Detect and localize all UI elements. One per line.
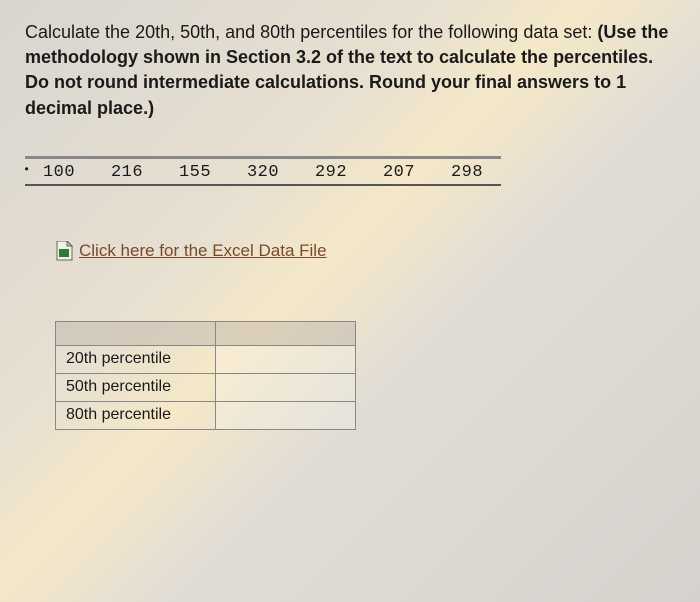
percentile-input-cell — [216, 401, 356, 429]
question-intro: Calculate the 20th, 50th, and 80th perce… — [25, 22, 597, 42]
percentile-label: 20th percentile — [56, 345, 216, 373]
excel-data-link[interactable]: Click here for the Excel Data File — [79, 241, 327, 261]
percentile-20-input[interactable] — [226, 350, 345, 367]
header-blank-input — [216, 321, 356, 345]
question-prompt: Calculate the 20th, 50th, and 80th perce… — [25, 20, 675, 121]
header-blank-label — [56, 321, 216, 345]
percentile-input-cell — [216, 373, 356, 401]
data-value: 292 — [297, 163, 365, 182]
data-value: 216 — [93, 163, 161, 182]
data-value: 207 — [365, 163, 433, 182]
data-value: 155 — [161, 163, 229, 182]
percentile-label: 80th percentile — [56, 401, 216, 429]
answer-table: 20th percentile 50th percentile 80th per… — [55, 321, 356, 430]
percentile-input-cell — [216, 345, 356, 373]
data-set-row: 100 216 155 320 292 207 298 — [25, 156, 501, 186]
table-row: 20th percentile — [56, 345, 356, 373]
data-value: 100 — [25, 163, 93, 182]
excel-file-icon — [55, 241, 73, 261]
table-header-row — [56, 321, 356, 345]
data-value: 298 — [433, 163, 501, 182]
table-row: 50th percentile — [56, 373, 356, 401]
excel-link-row: Click here for the Excel Data File — [55, 241, 675, 261]
percentile-50-input[interactable] — [226, 378, 345, 395]
percentile-label: 50th percentile — [56, 373, 216, 401]
percentile-80-input[interactable] — [226, 406, 345, 423]
data-value: 320 — [229, 163, 297, 182]
table-row: 80th percentile — [56, 401, 356, 429]
